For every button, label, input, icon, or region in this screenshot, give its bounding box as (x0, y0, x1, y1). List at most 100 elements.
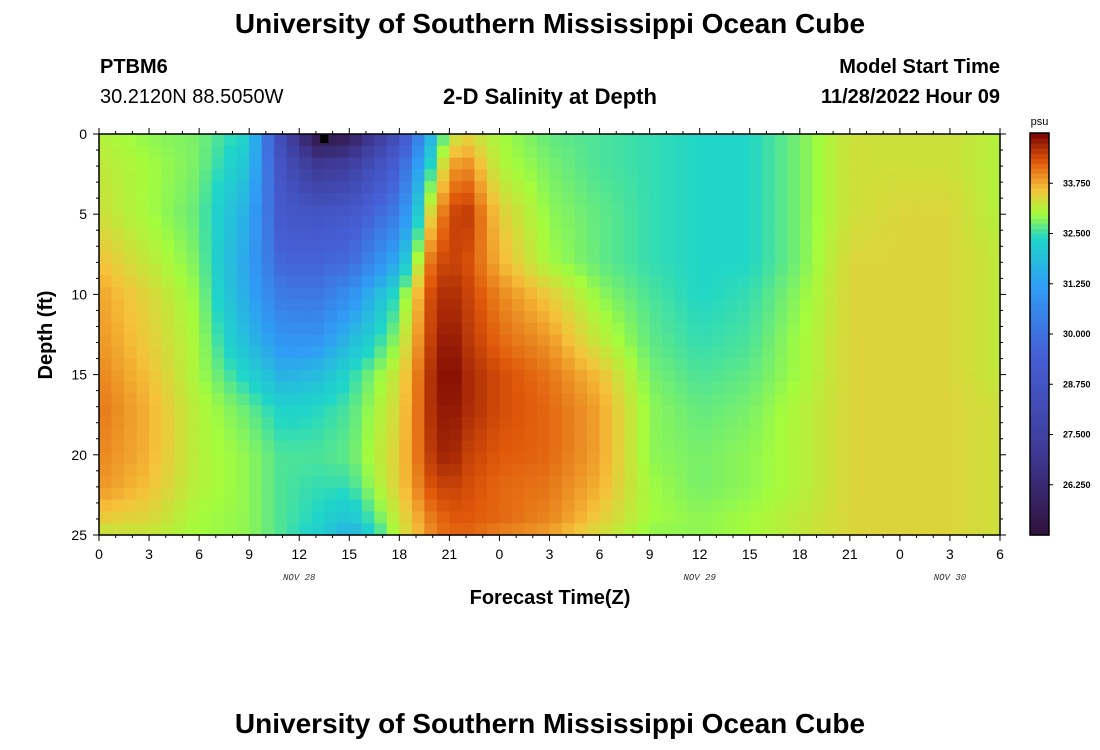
heatmap-cell (361, 334, 375, 347)
heatmap-cell (937, 487, 951, 501)
heatmap-cell (174, 275, 188, 288)
heatmap-cell (449, 157, 463, 170)
colorbar-step (1030, 354, 1049, 360)
heatmap-cell (474, 145, 488, 159)
heatmap-cell (562, 511, 576, 524)
heatmap-cell (787, 251, 801, 265)
heatmap-cell (449, 299, 463, 312)
heatmap-cell (987, 204, 1001, 218)
colorbar-tick-label: 28.750 (1063, 379, 1091, 389)
heatmap-cell (562, 275, 576, 288)
heatmap-cell (149, 417, 163, 430)
heatmap-cell (411, 263, 425, 277)
heatmap-cell (424, 452, 438, 465)
heatmap-cell (674, 204, 688, 218)
heatmap-cell (837, 181, 851, 194)
heatmap-cell (724, 134, 738, 147)
heatmap-cell (336, 358, 350, 371)
heatmap-cell (749, 251, 763, 265)
heatmap-cell (874, 310, 888, 324)
heatmap-cell (324, 393, 338, 406)
colorbar-step (1030, 243, 1049, 250)
heatmap-cell (536, 381, 551, 395)
heatmap-cell (411, 181, 425, 194)
heatmap-cell (124, 499, 138, 513)
heatmap-cell (149, 452, 163, 465)
heatmap-cell (987, 440, 1001, 454)
heatmap-cell (637, 417, 651, 430)
heatmap-cell (424, 523, 438, 536)
heatmap-cell (799, 181, 813, 194)
heatmap-cell (174, 487, 188, 501)
heatmap-cell (449, 346, 463, 359)
heatmap-cell (211, 263, 225, 277)
heatmap-cell (562, 523, 576, 536)
heatmap-cell (724, 192, 738, 206)
heatmap-cell (136, 334, 150, 347)
heatmap-cell (436, 381, 450, 395)
heatmap-cell (349, 287, 363, 300)
heatmap-cell (637, 369, 651, 383)
heatmap-cell (349, 322, 363, 336)
heatmap-cell (762, 299, 776, 312)
heatmap-cell (737, 228, 751, 241)
heatmap-cell (712, 369, 726, 383)
heatmap-cell (774, 487, 788, 501)
heatmap-cell (324, 464, 338, 477)
heatmap-cell (524, 192, 538, 206)
heatmap-cell (549, 192, 563, 206)
heatmap-cell (812, 228, 826, 241)
heatmap-cell (912, 134, 926, 147)
heatmap-cell (612, 440, 626, 454)
heatmap-cell (812, 523, 826, 536)
heatmap-cell (899, 346, 913, 359)
heatmap-cell (186, 310, 200, 324)
heatmap-cell (837, 511, 851, 524)
heatmap-cell (161, 228, 175, 241)
heatmap-cell (962, 181, 976, 194)
heatmap-cell (612, 287, 626, 300)
heatmap-cell (411, 228, 425, 241)
heatmap-cell (662, 511, 676, 524)
heatmap-cell (737, 192, 751, 206)
heatmap-cell (499, 428, 513, 442)
heatmap-cell (649, 157, 663, 170)
heatmap-cell (274, 511, 288, 524)
heatmap-cell (99, 499, 113, 513)
heatmap-cell (286, 499, 300, 513)
heatmap-cell (161, 511, 175, 524)
heatmap-cell (499, 192, 513, 206)
heatmap-cell (949, 452, 964, 465)
heatmap-cell (849, 440, 863, 454)
heatmap-cell (249, 499, 263, 513)
heatmap-cell (562, 322, 576, 336)
heatmap-cell (849, 369, 863, 383)
heatmap-cell (399, 287, 413, 300)
heatmap-cell (762, 181, 776, 194)
heatmap-cell (486, 417, 501, 430)
heatmap-cell (199, 192, 213, 206)
heatmap-cell (349, 134, 363, 147)
heatmap-cell (562, 381, 576, 395)
heatmap-cell (174, 310, 188, 324)
heatmap-cell (587, 499, 601, 513)
heatmap-cell (386, 440, 400, 454)
heatmap-cell (311, 157, 325, 170)
heatmap-cell (199, 369, 213, 383)
heatmap-cell (587, 346, 601, 359)
heatmap-cell (562, 169, 576, 182)
heatmap-cell (324, 287, 338, 300)
heatmap-cell (461, 275, 476, 288)
heatmap-cell (649, 287, 663, 300)
heatmap-cell (486, 523, 501, 536)
heatmap-cell (662, 334, 676, 347)
heatmap-cell (249, 405, 263, 418)
heatmap-cell (436, 240, 450, 253)
heatmap-cell (499, 487, 513, 501)
heatmap-cell (161, 464, 175, 477)
heatmap-cell (737, 240, 751, 253)
heatmap-cell (249, 204, 263, 218)
heatmap-cell (274, 216, 288, 229)
heatmap-cell (374, 299, 388, 312)
heatmap-cell (712, 476, 726, 489)
